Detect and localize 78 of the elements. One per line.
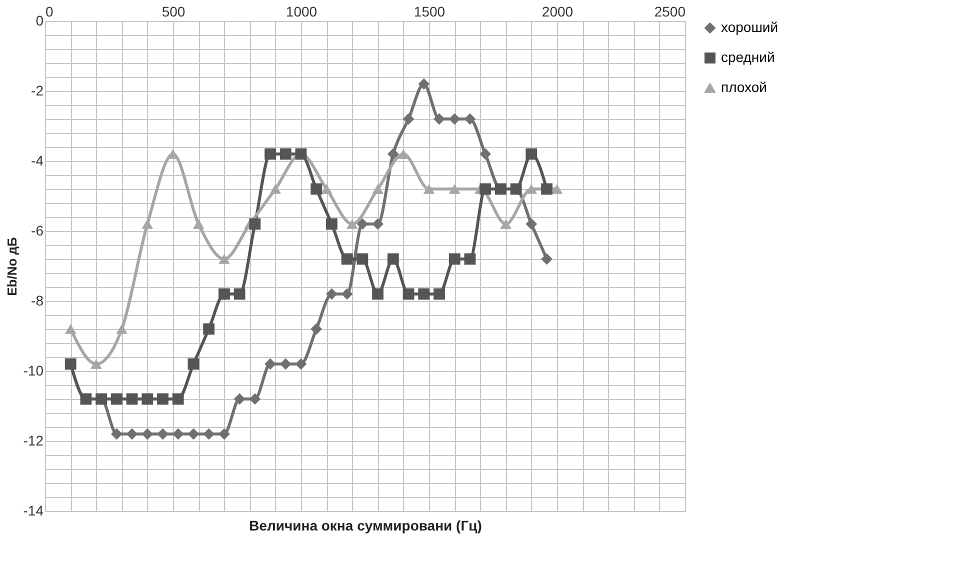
point — [192, 219, 204, 229]
point — [295, 358, 307, 370]
point — [172, 393, 184, 405]
point — [218, 428, 230, 440]
x-tick-label: 1500 — [414, 4, 446, 20]
point — [188, 358, 200, 370]
x-axis-title: Величина окна суммировани (Гц) — [249, 518, 482, 534]
point — [418, 78, 430, 90]
point — [526, 218, 538, 230]
point — [270, 184, 282, 194]
x-tick-label: 500 — [162, 4, 186, 20]
point — [110, 393, 122, 405]
point — [188, 428, 200, 440]
point — [464, 113, 476, 125]
y-tick-label: -4 — [31, 152, 44, 168]
point — [356, 253, 368, 265]
point — [320, 184, 332, 194]
y-tick-label: -2 — [31, 82, 44, 98]
point — [423, 184, 435, 194]
point — [387, 148, 399, 160]
point — [310, 183, 322, 195]
point — [249, 218, 261, 230]
y-tick-label: -14 — [23, 502, 44, 518]
point — [116, 324, 128, 334]
point — [387, 253, 399, 265]
point — [372, 218, 384, 230]
point — [64, 324, 76, 334]
x-tick-label: 1000 — [286, 4, 318, 20]
point — [418, 288, 430, 300]
point — [541, 253, 552, 265]
point — [280, 148, 292, 160]
point — [264, 358, 276, 370]
point — [372, 288, 384, 300]
point — [234, 288, 246, 300]
point — [126, 393, 138, 405]
legend-label: хороший — [721, 19, 778, 35]
legend-label: средний — [721, 49, 775, 65]
point — [218, 288, 230, 300]
point — [434, 113, 445, 125]
legend-label: плохой — [721, 79, 767, 95]
point — [541, 183, 552, 195]
point — [480, 183, 492, 195]
point — [346, 219, 358, 229]
y-tick-label: -10 — [23, 362, 44, 378]
point — [310, 323, 322, 335]
point — [203, 323, 215, 335]
point — [448, 184, 460, 194]
point — [249, 393, 261, 405]
point — [372, 184, 384, 194]
point — [110, 428, 122, 440]
point — [157, 428, 168, 440]
y-axis-title: Eb/No дБ — [4, 237, 20, 296]
point — [264, 148, 276, 160]
point — [234, 393, 246, 405]
point — [326, 218, 338, 230]
point — [402, 113, 414, 125]
point — [142, 393, 154, 405]
point — [480, 148, 492, 160]
point — [434, 288, 445, 300]
x-tick-label: 2500 — [654, 4, 686, 20]
point — [500, 219, 512, 229]
point — [526, 148, 538, 160]
point — [157, 393, 168, 405]
point — [90, 359, 102, 369]
y-tick-label: -8 — [31, 292, 44, 308]
point — [326, 288, 338, 300]
point — [142, 219, 154, 229]
point — [551, 184, 563, 194]
x-tick-label: 2000 — [542, 4, 574, 20]
point — [526, 184, 538, 194]
y-tick-label: -12 — [23, 432, 44, 448]
point — [464, 253, 476, 265]
point — [341, 253, 353, 265]
point — [356, 218, 368, 230]
point — [448, 253, 460, 265]
point — [402, 288, 414, 300]
point — [218, 254, 230, 264]
y-tick-label: -6 — [31, 222, 44, 238]
